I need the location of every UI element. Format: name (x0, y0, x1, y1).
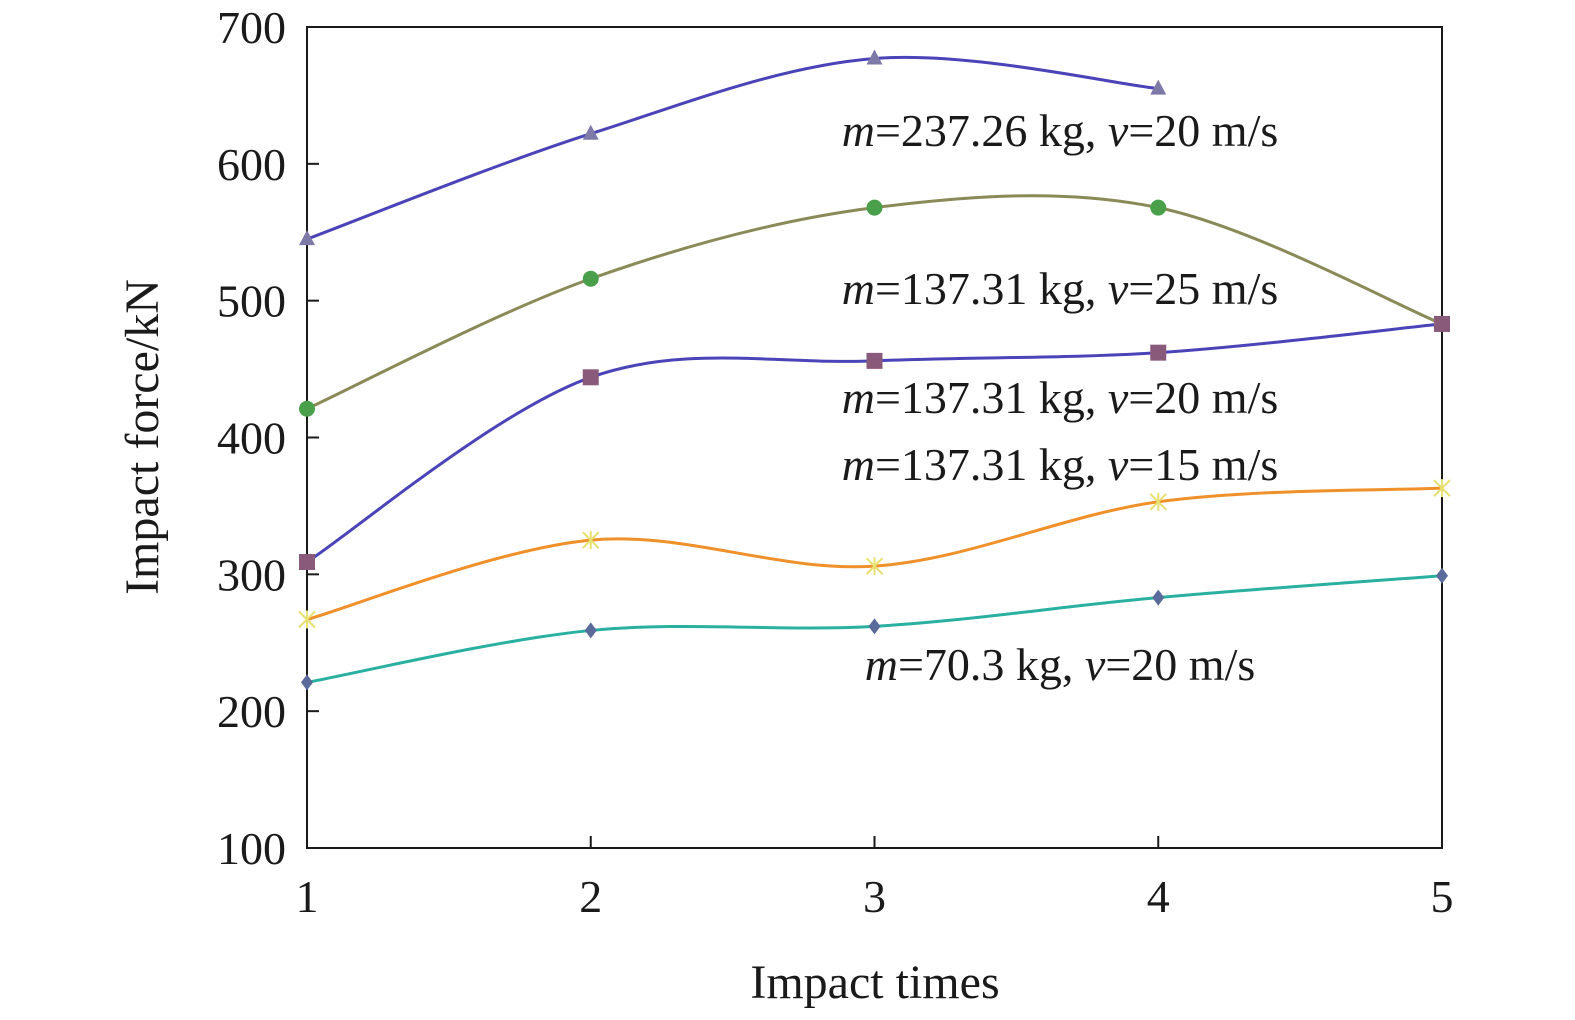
x-tick-label: 5 (1431, 871, 1454, 922)
data-point-cross (582, 531, 600, 550)
y-tick-label: 400 (217, 413, 286, 464)
data-point-triangle (299, 230, 315, 246)
data-point-cross (1149, 492, 1167, 511)
data-point-square (1434, 315, 1450, 332)
series-4 (298, 479, 1451, 629)
series-1 (299, 49, 1167, 246)
series-annotation: m=237.26 kg, v=20 m/s (842, 105, 1279, 156)
data-point-cross (1433, 479, 1451, 498)
data-point-circle (299, 400, 315, 417)
data-point-square (866, 352, 883, 369)
data-point-square (1150, 344, 1167, 361)
tick-layer: 1 2 3 4 5 100 200 300 400 500 600 700 (217, 2, 1454, 922)
y-tick-label: 200 (217, 686, 286, 737)
y-tick-label: 700 (217, 2, 286, 53)
series-line (306, 486, 1443, 621)
series-annotation: m=70.3 kg, v=20 m/s (865, 639, 1256, 690)
data-point-diamond (301, 674, 313, 691)
series-3 (299, 315, 1450, 571)
y-tick-label: 600 (217, 139, 286, 190)
x-tick-label: 3 (863, 871, 886, 922)
data-point-circle (866, 199, 883, 216)
data-point-square (582, 369, 599, 386)
data-point-diamond (1152, 589, 1165, 606)
data-point-diamond (868, 618, 881, 635)
data-point-triangle (582, 124, 599, 140)
series-annotation: m=137.31 kg, v=20 m/s (842, 372, 1279, 423)
series-annotation: m=137.31 kg, v=25 m/s (842, 263, 1279, 314)
x-tick-label: 1 (296, 871, 319, 922)
x-tick-label: 4 (1147, 871, 1170, 922)
series-2 (299, 194, 1450, 417)
data-point-circle (582, 270, 599, 287)
y-tick-label: 100 (217, 823, 286, 874)
data-point-cross (865, 557, 884, 576)
y-tick-label: 500 (217, 276, 286, 327)
data-point-square (299, 554, 315, 571)
series-line (306, 55, 1159, 241)
data-point-triangle (866, 49, 883, 65)
series-line (306, 322, 1443, 564)
annotation-layer: m=237.26 kg, v=20 m/s m=137.31 kg, v=25 m… (842, 105, 1279, 690)
data-point-cross (298, 610, 316, 629)
data-point-diamond (1436, 567, 1448, 584)
y-tick-label: 300 (217, 549, 286, 600)
y-axis-title: Impact force/kN (116, 279, 169, 595)
series-layer (298, 49, 1451, 691)
series-5 (301, 567, 1448, 691)
x-axis-title: Impact times (750, 956, 999, 1009)
data-point-circle (1150, 199, 1167, 216)
x-tick-label: 2 (579, 871, 602, 922)
data-point-triangle (1150, 79, 1167, 95)
series-annotation: m=137.31 kg, v=15 m/s (842, 439, 1279, 490)
data-point-diamond (584, 622, 597, 639)
